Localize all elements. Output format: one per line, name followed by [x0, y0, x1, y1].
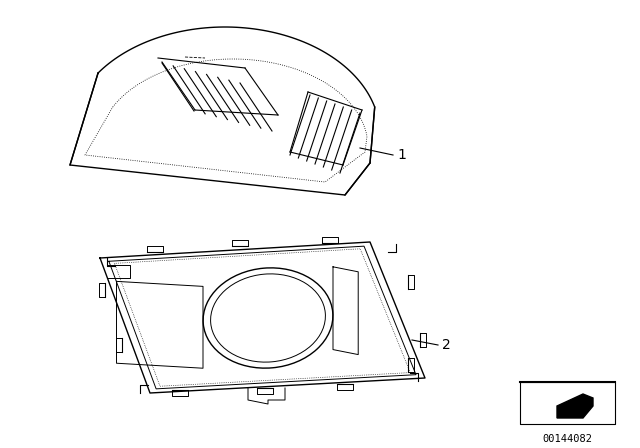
Text: 00144082: 00144082	[543, 434, 593, 444]
Text: 2: 2	[442, 338, 451, 352]
Polygon shape	[557, 394, 593, 418]
Text: 1: 1	[397, 148, 406, 162]
